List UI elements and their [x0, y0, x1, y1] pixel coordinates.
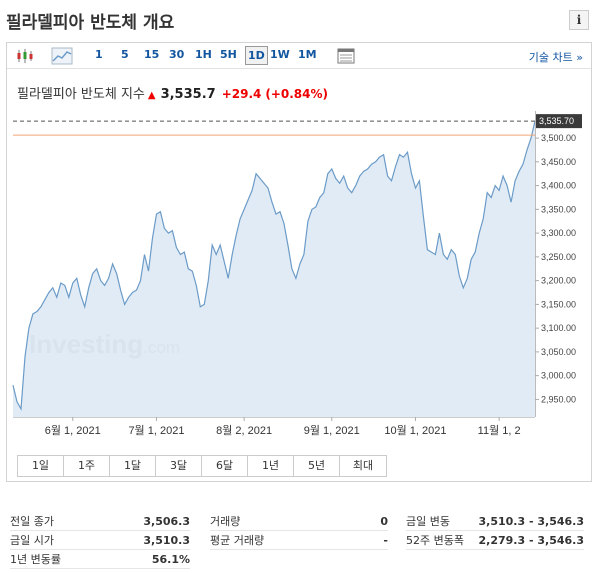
y-tick-label: 3,250.00 — [541, 252, 576, 262]
stat-value: 3,506.3 — [143, 515, 190, 528]
candlestick-icon[interactable] — [15, 46, 35, 66]
period-1d[interactable]: 1D — [245, 46, 268, 65]
y-tick-label: 3,450.00 — [541, 157, 576, 167]
price-area — [13, 121, 535, 417]
range-button-0[interactable]: 1일 — [18, 456, 64, 476]
chart-panel: 1 5 15 30 1H 5H 1D 1W 1M 기술 차트 » 필라델피아 반도체 지수 ▲ 3,… — [6, 42, 592, 482]
stat-value: 56.1% — [151, 553, 190, 566]
range-button-7[interactable]: 최대 — [340, 456, 386, 476]
period-30[interactable]: 30 — [169, 48, 185, 61]
area-chart-icon[interactable] — [51, 46, 73, 66]
y-tick-label: 3,000.00 — [541, 371, 576, 381]
quote-line: 필라델피아 반도체 지수 ▲ 3,535.7 +29.4 (+0.84%) — [17, 83, 328, 102]
stat-label: 평균 거래량 — [210, 534, 265, 547]
stat-value: 0 — [380, 515, 388, 528]
range-selector: 1일 1주 1달 3달 6달 1년 5년 최대 — [17, 455, 387, 477]
y-tick-label: 3,150.00 — [541, 299, 576, 309]
range-button-1[interactable]: 1주 — [64, 456, 110, 476]
info-icon[interactable]: i — [569, 10, 589, 30]
x-tick-label: 11월 1, 2 — [478, 424, 521, 437]
period-15[interactable]: 15 — [144, 48, 160, 61]
stat-value: 2,279.3 - 3,546.3 — [478, 534, 584, 547]
stat-row: 평균 거래량 - — [210, 531, 388, 550]
stat-label: 전일 종가 — [10, 515, 54, 528]
change-value: +29.4 — [221, 87, 262, 101]
x-tick-label: 7월 1, 2021 — [128, 424, 184, 437]
y-tick-label: 3,300.00 — [541, 228, 576, 238]
y-tick-label: 3,050.00 — [541, 347, 576, 357]
y-tick-label: 3,100.00 — [541, 323, 576, 333]
range-button-2[interactable]: 1달 — [110, 456, 156, 476]
x-tick-label: 6월 1, 2021 — [45, 424, 101, 437]
stat-value: 3,510.3 - 3,546.3 — [478, 515, 584, 528]
table-view-icon[interactable] — [337, 46, 355, 66]
last-value-label: 3,535.70 — [539, 116, 574, 126]
stat-row: 금일 변동 3,510.3 - 3,546.3 — [406, 512, 584, 531]
x-tick-label: 10월 1, 2021 — [384, 424, 446, 437]
technical-chart-link[interactable]: 기술 차트 » — [528, 51, 583, 64]
price-chart[interactable]: Investing.com3,500.003,450.003,400.003,3… — [7, 111, 591, 451]
y-tick-label: 3,200.00 — [541, 276, 576, 286]
stat-row: 금일 시가 3,510.3 — [10, 531, 190, 550]
stat-row: 1년 변동률 56.1% — [10, 550, 190, 569]
up-arrow-icon: ▲ — [147, 90, 156, 101]
stat-value: - — [383, 534, 388, 547]
period-1m[interactable]: 1M — [298, 48, 317, 61]
stat-value: 3,510.3 — [143, 534, 190, 547]
y-tick-label: 3,400.00 — [541, 181, 576, 191]
y-tick-label: 3,500.00 — [541, 133, 576, 143]
index-value: 3,535.7 — [160, 87, 216, 102]
range-button-5[interactable]: 1년 — [248, 456, 294, 476]
change-percent: (+0.84%) — [265, 87, 329, 101]
range-button-3[interactable]: 3달 — [156, 456, 202, 476]
index-name: 필라델피아 반도체 지수 — [17, 87, 145, 102]
x-tick-label: 9월 1, 2021 — [304, 424, 360, 437]
period-5[interactable]: 5 — [121, 48, 129, 61]
range-button-4[interactable]: 6달 — [202, 456, 248, 476]
period-5h[interactable]: 5H — [220, 48, 237, 61]
page-title: 필라델피아 반도체 개요 — [6, 13, 175, 33]
stat-label: 거래량 — [210, 515, 241, 528]
period-1w[interactable]: 1W — [270, 48, 290, 61]
x-tick-label: 8월 2, 2021 — [216, 424, 272, 437]
y-tick-label: 2,950.00 — [541, 394, 576, 404]
stat-row: 전일 종가 3,506.3 — [10, 512, 190, 531]
stat-label: 금일 시가 — [10, 534, 54, 547]
stat-row: 거래량 0 — [210, 512, 388, 531]
stat-row: 52주 변동폭 2,279.3 - 3,546.3 — [406, 531, 584, 550]
period-1h[interactable]: 1H — [195, 48, 212, 61]
last-value-box — [536, 114, 582, 129]
stat-label: 52주 변동폭 — [406, 534, 464, 547]
price-line — [12, 120, 536, 411]
period-1[interactable]: 1 — [95, 48, 103, 61]
stat-label: 1년 변동률 — [10, 553, 61, 566]
range-button-6[interactable]: 5년 — [294, 456, 340, 476]
y-tick-label: 3,350.00 — [541, 204, 576, 214]
stat-label: 금일 변동 — [406, 515, 450, 528]
chart-toolbar: 1 5 15 30 1H 5H 1D 1W 1M 기술 차트 » — [7, 43, 591, 69]
